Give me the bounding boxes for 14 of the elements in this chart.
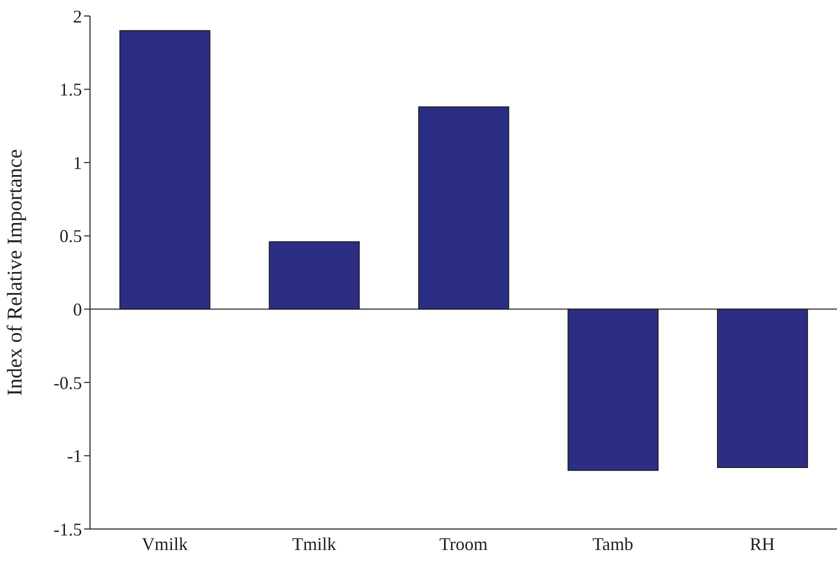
y-tick-label: 1.5	[60, 80, 82, 100]
y-tick-label: -1	[67, 446, 82, 466]
x-tick-label: RH	[750, 534, 775, 554]
y-tick-label: -0.5	[54, 372, 82, 393]
y-tick-label: 0	[73, 300, 82, 320]
x-tick-label: Vmilk	[142, 534, 188, 554]
y-tick-label: -1.5	[54, 519, 82, 540]
y-tick-label: 2	[73, 6, 82, 26]
y-tick-label: 0.5	[60, 226, 82, 246]
y-tick-label: 1	[73, 152, 82, 173]
y-axis-title: Index of Relative Importance	[2, 149, 26, 396]
x-tick-label: Troom	[439, 534, 488, 554]
x-tick-label: Tamb	[592, 534, 634, 554]
x-tick-label: Tmilk	[292, 534, 336, 554]
